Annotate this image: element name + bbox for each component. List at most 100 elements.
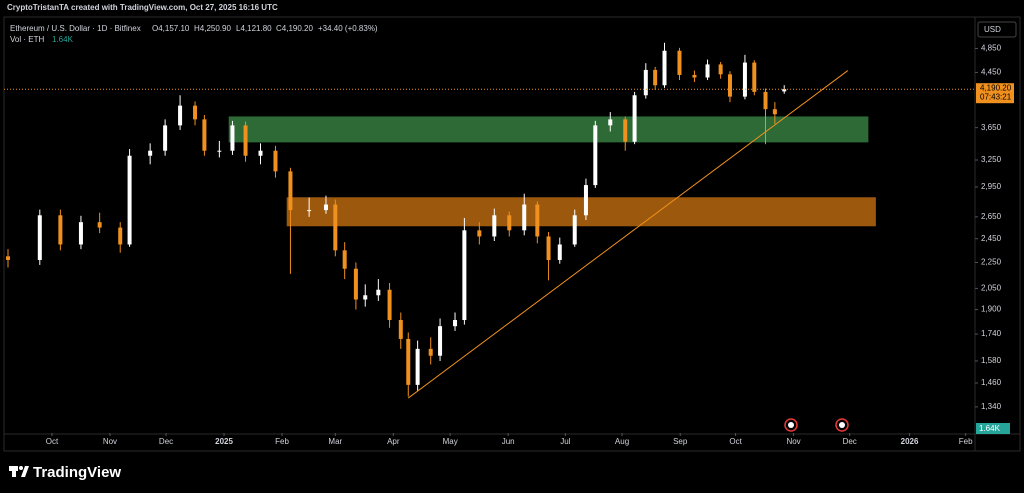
zone <box>228 116 869 143</box>
y-tick-label: 2,250 <box>981 258 1002 267</box>
x-tick-label: Mar <box>328 437 342 446</box>
candle-body <box>217 150 222 152</box>
candle-body <box>163 125 168 151</box>
y-tick-label: 4,450 <box>981 68 1002 77</box>
candle-body <box>718 64 723 75</box>
event-icon[interactable] <box>784 418 798 432</box>
candle-body <box>727 74 732 97</box>
x-tick-label: Nov <box>786 437 800 446</box>
volume-value: 1.64K <box>52 35 74 44</box>
y-tick-label: 1,460 <box>981 378 1002 387</box>
candle-body <box>353 268 358 300</box>
x-tick-label: Dec <box>843 437 857 446</box>
candle-body <box>782 89 787 92</box>
x-tick-label: Dec <box>159 437 173 446</box>
candle-body <box>677 50 682 75</box>
logo-part <box>21 466 29 477</box>
currency[interactable]: USD <box>984 25 1001 34</box>
candle-body <box>118 227 123 245</box>
candle-body <box>387 289 392 321</box>
zone <box>286 197 876 227</box>
x-tick-label: Aug <box>615 437 629 446</box>
logo-part <box>12 466 16 477</box>
candle-body <box>653 69 658 86</box>
candle-body <box>97 222 102 228</box>
y-tick-label: 2,450 <box>981 234 1002 243</box>
candle-body <box>243 125 248 156</box>
candle-body <box>492 215 497 237</box>
symbol: Ethereum / U.S. Dollar · 1D · Bitfinex <box>10 24 141 33</box>
credit: CryptoTristanTA created with TradingView… <box>7 3 278 12</box>
brand-logo <box>9 466 29 477</box>
ohlc-change: +34.40 (+0.83%) <box>318 24 378 33</box>
candle-body <box>78 222 83 245</box>
currency-box[interactable] <box>977 21 1017 38</box>
y-tick-label: 1,900 <box>981 305 1002 314</box>
y-tick-label: 1,340 <box>981 402 1002 411</box>
candle-body <box>333 204 338 251</box>
ohlc-low: L4,121.80 <box>236 24 272 33</box>
y-tick-label: 2,650 <box>981 212 1002 221</box>
candle-body <box>763 91 768 110</box>
x-tick-label: Apr <box>387 437 400 446</box>
candle-body <box>557 244 562 260</box>
y-tick-label: 2,050 <box>981 284 1002 293</box>
candle-body <box>230 125 235 151</box>
event-icon[interactable] <box>835 418 849 432</box>
candle-body <box>398 320 403 339</box>
brand: TradingView <box>33 464 121 481</box>
candle-body <box>742 62 747 97</box>
ohlc-close: C4,190.20 <box>276 24 313 33</box>
candle-body <box>438 326 443 356</box>
candle-body <box>148 150 153 156</box>
x-tick-label: 2025 <box>215 437 233 446</box>
x-tick-label: Sep <box>673 437 688 446</box>
candle-body <box>342 250 347 269</box>
y-tick-label: 1,740 <box>981 329 1002 338</box>
candle-body <box>415 348 420 385</box>
candle-body <box>692 74 697 78</box>
candle-body <box>288 171 293 211</box>
candle-body <box>662 50 667 86</box>
candle-body <box>258 150 263 156</box>
plot: 4,850 4,450 3,650 3,250 2,950 2,650 2,450 2,250… <box>4 42 1002 446</box>
event-icon-inner[interactable] <box>839 422 845 428</box>
candle-body <box>307 210 312 212</box>
candle-body <box>363 295 368 300</box>
candle-body <box>202 119 207 151</box>
x-tick-label: Oct <box>46 437 59 446</box>
candle-body <box>462 230 467 321</box>
candle-body <box>6 256 10 260</box>
y-tick-label: 2,950 <box>981 182 1002 191</box>
candle-body <box>507 215 512 231</box>
volume-name: Vol · ETH <box>10 35 44 44</box>
candle-body <box>522 204 527 231</box>
candle-body <box>273 150 278 172</box>
x-tick-label: Jun <box>502 437 515 446</box>
logo-part <box>19 466 23 470</box>
x-tick-label: Nov <box>103 437 117 446</box>
candle-body <box>593 125 598 186</box>
x-tick-label: May <box>443 437 458 446</box>
candle-body <box>546 236 551 260</box>
y-tick-label: 4,850 <box>981 44 1002 53</box>
volume-marker <box>976 423 1010 434</box>
event-icon-inner[interactable] <box>788 422 794 428</box>
candle-body <box>406 338 411 385</box>
candle-body <box>453 320 458 327</box>
candle-body <box>535 204 540 237</box>
last-price-label: 4,190.20 <box>980 83 1012 92</box>
frame <box>3 16 1021 452</box>
candle-body <box>752 62 757 92</box>
x-tick-label: 2026 <box>901 437 919 446</box>
candle-body <box>583 185 588 216</box>
candle-body <box>127 155 132 245</box>
candle-body <box>323 204 328 211</box>
y-tick-label: 1,580 <box>981 356 1002 365</box>
candle-body <box>623 119 628 142</box>
candle-body <box>772 109 777 115</box>
ohlc-high: H4,250.90 <box>194 24 231 33</box>
